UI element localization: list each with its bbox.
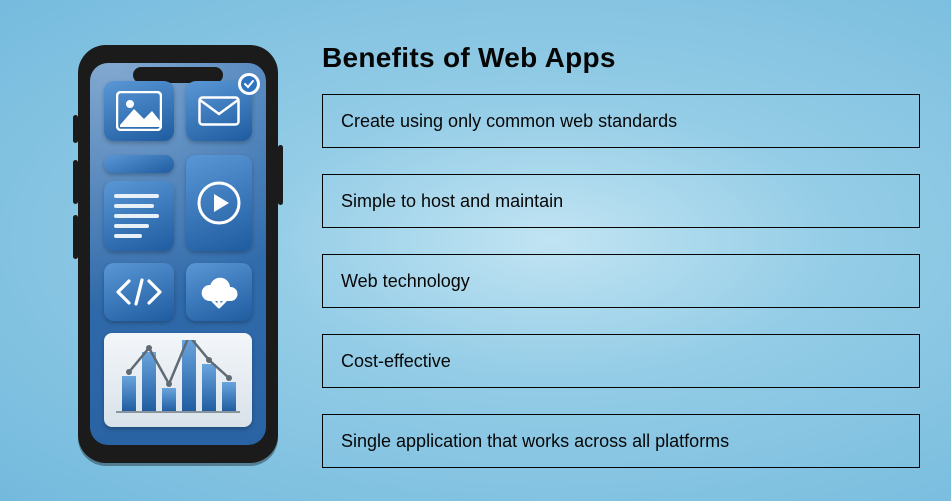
mail-icon <box>198 96 240 126</box>
tile-bar <box>104 155 174 173</box>
page-title: Benefits of Web Apps <box>322 42 616 74</box>
phone-ridge <box>73 160 78 204</box>
check-icon <box>243 78 255 90</box>
bar-chart-icon <box>110 340 246 420</box>
code-icon <box>115 278 163 306</box>
benefit-item: Web technology <box>322 254 920 308</box>
tile-cloud <box>186 263 252 321</box>
benefit-item: Cost-effective <box>322 334 920 388</box>
phone-screen <box>90 63 266 445</box>
tile-text <box>104 181 174 251</box>
phone-ridge <box>73 215 78 259</box>
benefit-item: Simple to host and maintain <box>322 174 920 228</box>
tile-mail <box>186 81 252 141</box>
phone-ridge <box>73 115 78 143</box>
tile-code <box>104 263 174 321</box>
image-icon <box>116 91 162 131</box>
tile-play <box>186 155 252 251</box>
tile-chart <box>104 333 252 427</box>
phone-illustration <box>78 45 278 463</box>
benefit-item: Create using only common web standards <box>322 94 920 148</box>
benefits-list: Create using only common web standards Si… <box>322 94 920 468</box>
phone-ridge <box>278 145 283 205</box>
tile-image <box>104 81 174 141</box>
badge-check <box>238 73 260 95</box>
play-icon <box>196 180 242 226</box>
cloud-download-icon <box>197 275 241 309</box>
benefit-item: Single application that works across all… <box>322 414 920 468</box>
